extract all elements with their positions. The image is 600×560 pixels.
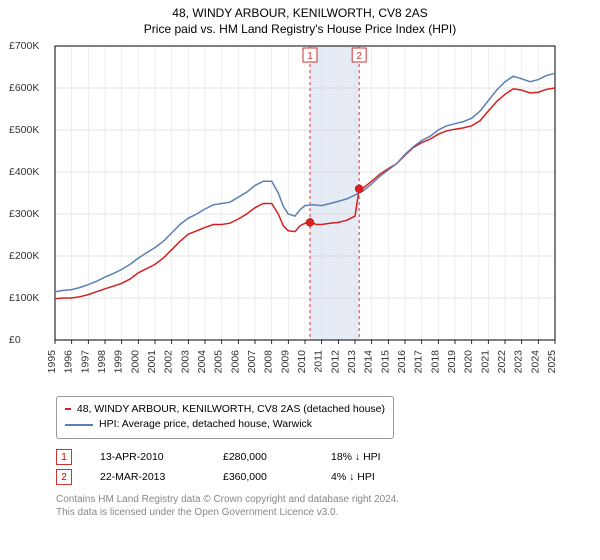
svg-text:2012: 2012 bbox=[329, 349, 341, 373]
sale-price: £280,000 bbox=[223, 451, 303, 463]
svg-text:£500K: £500K bbox=[9, 124, 39, 136]
footer-line-2: This data is licensed under the Open Gov… bbox=[56, 506, 600, 519]
svg-text:£400K: £400K bbox=[9, 166, 39, 178]
svg-text:2013: 2013 bbox=[346, 349, 358, 373]
sale-date: 13-APR-2010 bbox=[100, 451, 195, 463]
svg-text:1999: 1999 bbox=[113, 349, 125, 373]
svg-text:2003: 2003 bbox=[179, 349, 191, 373]
svg-text:1996: 1996 bbox=[63, 349, 75, 373]
sale-row: 1 13-APR-2010 £280,000 18% ↓ HPI bbox=[56, 447, 600, 467]
svg-text:2011: 2011 bbox=[313, 349, 325, 372]
svg-text:2006: 2006 bbox=[229, 349, 241, 373]
chart-subtitle: Price paid vs. HM Land Registry's House … bbox=[0, 22, 600, 40]
svg-text:2008: 2008 bbox=[263, 349, 275, 373]
sale-delta: 18% ↓ HPI bbox=[331, 451, 381, 463]
chart-svg: £0 £100K £200K £300K £400K £500K £600K £700K 199… bbox=[5, 40, 565, 390]
sale-price: £360,000 bbox=[223, 471, 303, 483]
footer-note: Contains HM Land Registry data © Crown c… bbox=[56, 493, 600, 519]
legend: 48, WINDY ARBOUR, KENILWORTH, CV8 2AS (d… bbox=[56, 396, 394, 440]
svg-text:2023: 2023 bbox=[513, 349, 525, 373]
svg-text:2: 2 bbox=[356, 51, 362, 62]
legend-swatch bbox=[65, 424, 93, 426]
svg-text:2010: 2010 bbox=[296, 349, 308, 373]
svg-text:2021: 2021 bbox=[479, 349, 491, 373]
sale-row: 2 22-MAR-2013 £360,000 4% ↓ HPI bbox=[56, 467, 600, 487]
svg-text:2020: 2020 bbox=[463, 349, 475, 373]
svg-text:2025: 2025 bbox=[546, 349, 558, 373]
sale-marker-box: 1 bbox=[56, 449, 72, 465]
svg-text:2014: 2014 bbox=[363, 349, 375, 373]
svg-text:2024: 2024 bbox=[529, 349, 541, 373]
svg-text:2005: 2005 bbox=[213, 349, 225, 373]
svg-text:2016: 2016 bbox=[396, 349, 408, 373]
svg-text:2002: 2002 bbox=[163, 349, 175, 373]
sales-table: 1 13-APR-2010 £280,000 18% ↓ HPI 2 22-MAR-201… bbox=[56, 447, 600, 487]
svg-text:2019: 2019 bbox=[446, 349, 458, 373]
legend-swatch bbox=[65, 408, 71, 410]
legend-item: HPI: Average price, detached house, Warw… bbox=[65, 417, 385, 433]
sale-date: 22-MAR-2013 bbox=[100, 471, 195, 483]
svg-text:£600K: £600K bbox=[9, 82, 39, 94]
legend-label: HPI: Average price, detached house, Warw… bbox=[99, 417, 312, 433]
svg-text:£700K: £700K bbox=[9, 40, 39, 52]
chart-container: 48, WINDY ARBOUR, KENILWORTH, CV8 2AS Pr… bbox=[0, 0, 600, 560]
svg-text:2015: 2015 bbox=[379, 349, 391, 373]
chart-title: 48, WINDY ARBOUR, KENILWORTH, CV8 2AS bbox=[0, 0, 600, 22]
svg-text:2001: 2001 bbox=[146, 349, 158, 373]
svg-text:£200K: £200K bbox=[9, 250, 39, 262]
svg-text:1995: 1995 bbox=[46, 349, 58, 373]
svg-text:£100K: £100K bbox=[9, 292, 39, 304]
svg-text:£300K: £300K bbox=[9, 208, 39, 220]
sale-delta: 4% ↓ HPI bbox=[331, 471, 375, 483]
svg-text:1998: 1998 bbox=[96, 349, 108, 373]
svg-text:1: 1 bbox=[307, 51, 313, 62]
legend-label: 48, WINDY ARBOUR, KENILWORTH, CV8 2AS (d… bbox=[77, 402, 385, 418]
svg-text:2009: 2009 bbox=[279, 349, 291, 373]
sale-marker-box: 2 bbox=[56, 469, 72, 485]
svg-text:2017: 2017 bbox=[413, 349, 425, 373]
svg-text:2022: 2022 bbox=[496, 349, 508, 373]
svg-text:£0: £0 bbox=[9, 334, 21, 346]
svg-text:2000: 2000 bbox=[129, 349, 141, 373]
svg-text:2004: 2004 bbox=[196, 349, 208, 373]
svg-text:2018: 2018 bbox=[429, 349, 441, 373]
svg-text:1997: 1997 bbox=[79, 349, 91, 373]
footer-line-1: Contains HM Land Registry data © Crown c… bbox=[56, 493, 600, 506]
plot-area: £0 £100K £200K £300K £400K £500K £600K £700K 199… bbox=[5, 40, 565, 390]
legend-item: 48, WINDY ARBOUR, KENILWORTH, CV8 2AS (d… bbox=[65, 402, 385, 418]
svg-text:2007: 2007 bbox=[246, 349, 258, 373]
